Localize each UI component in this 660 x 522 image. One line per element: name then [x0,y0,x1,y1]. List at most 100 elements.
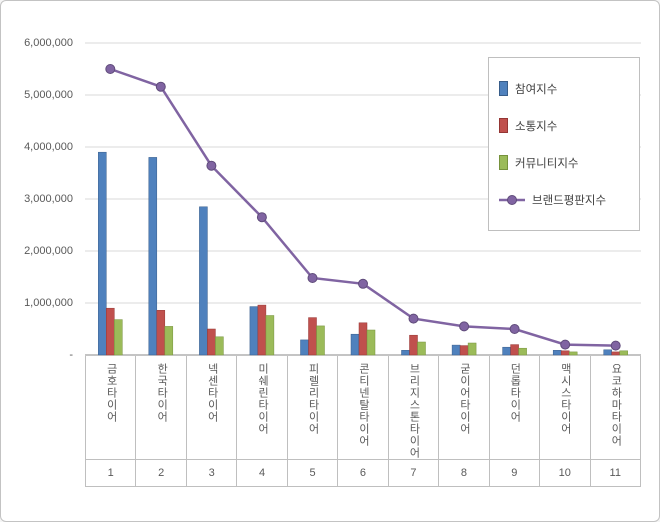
bar [207,328,216,356]
y-tick-label: - [69,349,73,361]
legend-entry: 커뮤니티지수 [499,144,629,181]
line-marker [560,339,571,350]
legend-entry: 참여지수 [499,70,629,107]
bar [148,157,158,356]
line-marker [105,64,116,74]
category-label-cell: 맥시스타이어 [539,356,589,459]
category-label: 브리지스톤타이어 [407,363,420,459]
bar [552,350,562,356]
category-label: 넥센타이어 [206,363,219,423]
legend-entry: 소통지수 [499,107,629,144]
category-label: 미쉐린타이어 [256,363,269,435]
bar [401,350,410,356]
line-marker [610,340,621,351]
y-tick-label: 6,000,000 [24,37,73,49]
legend-bar-icon [499,81,508,96]
bar [611,351,620,356]
bar [417,341,426,356]
category-label-cell: 콘티넨탈타이어 [337,356,387,459]
line-marker [509,324,520,334]
legend-label: 참여지수 [515,83,558,96]
bar [114,319,123,356]
bar [300,339,309,356]
category-number-cell: 5 [286,460,337,486]
category-label: 요코하마타이어 [609,363,622,447]
legend-entry: 브랜드평판지수 [499,181,629,218]
bar [199,206,208,356]
line-marker [358,278,368,289]
category-number-cell: 11 [589,460,641,486]
category-label-cell: 요코하마타이어 [589,356,641,459]
category-number-cell: 8 [438,460,488,486]
category-number-cell: 7 [387,460,438,486]
y-axis: 6,000,000 5,000,000 4,000,000 3,000,000 2,00… [1,1,79,401]
legend-bar-icon [499,155,508,170]
bar [98,151,107,356]
legend-bar-icon [499,118,508,133]
bar [619,350,628,356]
bar [257,304,267,356]
bar [106,307,115,356]
category-label-cell: 피렐리타이어 [286,356,337,459]
legend-label: 커뮤니티지수 [515,157,579,170]
bar [249,306,259,356]
bar [350,333,360,356]
line-marker [408,313,419,324]
bar [316,325,325,356]
line-marker [307,273,318,283]
plot-area [85,42,641,356]
y-tick-label: 2,000,000 [24,245,73,257]
category-number-cell: 6 [337,460,387,486]
legend-label: 브랜드평판지수 [532,194,607,207]
bar [510,344,519,356]
category-number-cell: 9 [488,460,539,486]
category-label-cell: 굳이어타이어 [438,356,488,459]
category-label-cell: 넥센타이어 [185,356,236,459]
bar [366,329,376,356]
category-number-cell: 1 [85,460,135,486]
bar [568,351,578,356]
category-number-cell: 10 [539,460,589,486]
bar [215,336,224,356]
category-number-axis: 1 2 3 4 5 6 7 8 9 10 11 [85,459,641,487]
category-number-cell: 3 [185,460,236,486]
bar [451,344,461,356]
bar [358,322,368,356]
bar [603,349,612,356]
y-tick-label: 4,000,000 [24,141,73,153]
line-marker [206,160,217,171]
legend-line-icon [499,194,525,205]
line-marker [256,212,267,223]
category-axis: 금호타이어 한국타이어 넥센타이어 미쉐린타이어 피렐리타이어 콘티넨탈타이어 브리지스톤타… [85,356,641,459]
y-tick-label: 1,000,000 [24,297,73,309]
category-number-cell: 2 [135,460,185,486]
category-label: 한국타이어 [155,363,168,423]
bar [409,334,418,356]
bar [560,350,570,356]
category-label-cell: 브리지스톤타이어 [387,356,438,459]
bar [502,346,511,356]
line-marker [155,81,166,92]
bar [467,342,477,356]
category-label: 콘티넨탈타이어 [357,363,370,447]
category-label-cell: 한국타이어 [135,356,185,459]
category-number-cell: 4 [236,460,286,486]
bar [265,315,275,356]
bar [308,317,317,356]
category-label: 금호타이어 [105,363,118,423]
category-label-cell: 던롭타이어 [488,356,539,459]
line-marker [459,321,470,332]
category-label-cell: 금호타이어 [85,356,135,459]
category-label: 굳이어타이어 [458,363,471,435]
legend-label: 소통지수 [515,120,558,133]
category-label: 던롭타이어 [508,363,521,423]
category-label: 피렐리타이어 [307,363,320,435]
y-tick-label: 5,000,000 [24,89,73,101]
bar [459,345,469,356]
bar [156,310,166,356]
bar [518,347,527,356]
category-label-cell: 미쉐린타이어 [236,356,286,459]
y-tick-label: 3,000,000 [24,193,73,205]
